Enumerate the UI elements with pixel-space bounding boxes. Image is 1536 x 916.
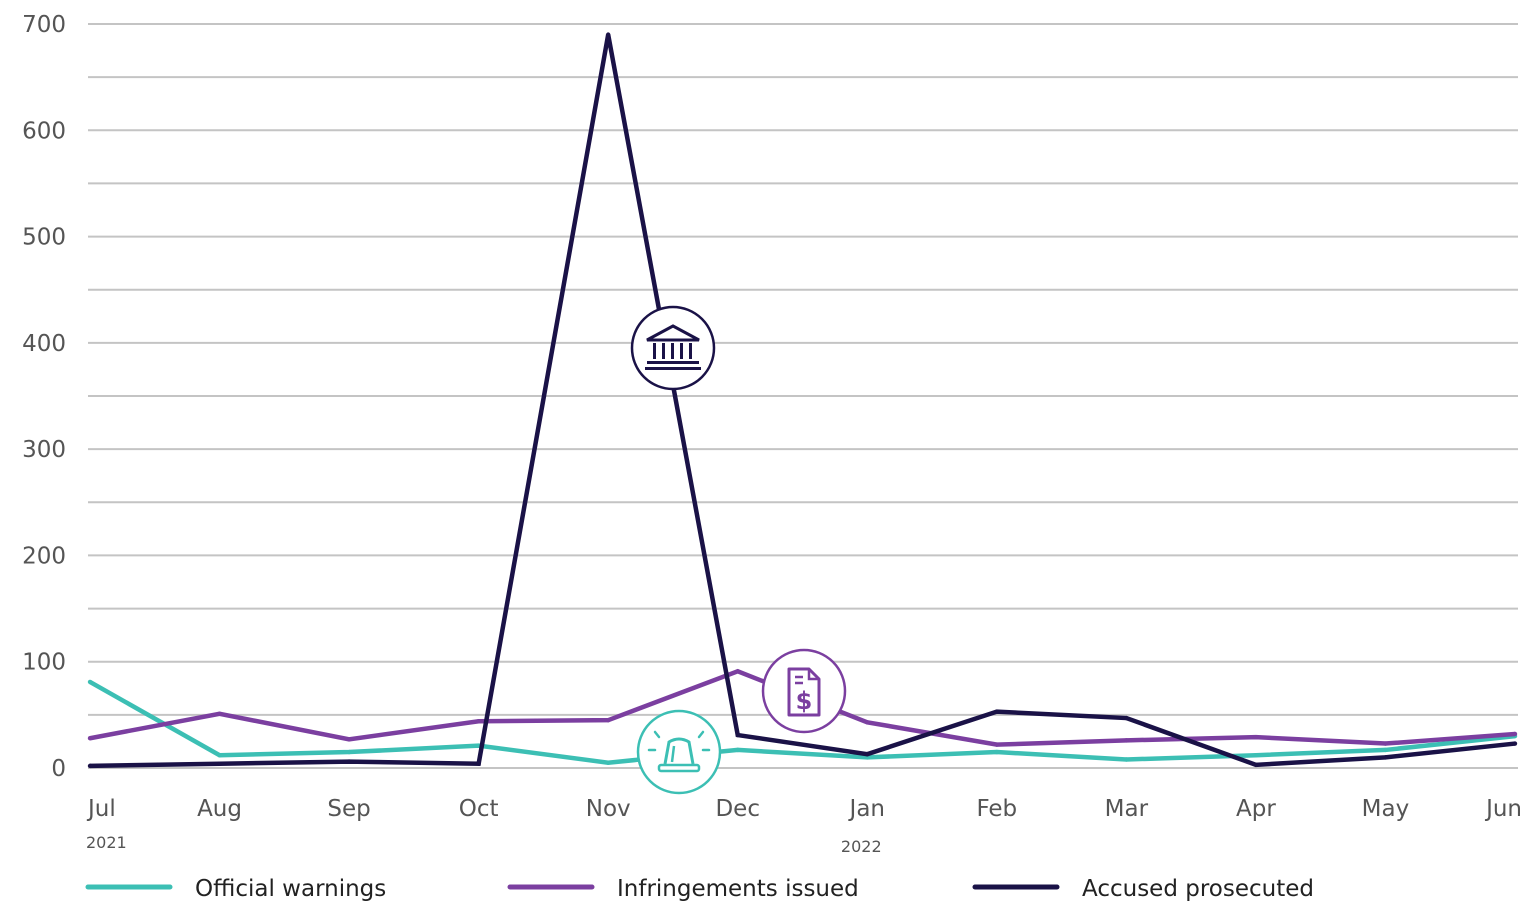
data-point [1383, 747, 1388, 753]
pillar [689, 343, 692, 359]
legend-item: Accused prosecuted [972, 876, 1314, 902]
year-label: 2021 [86, 833, 127, 852]
y-tick-label: 100 [22, 650, 66, 676]
x-tick-label: Aug [197, 796, 242, 822]
x-tick-label: May [1362, 796, 1410, 822]
series-line-accused-prosecuted [89, 34, 1516, 769]
x-tick-label: Oct [459, 796, 499, 822]
data-point [865, 720, 870, 725]
roof [646, 324, 700, 342]
data-point [1124, 738, 1129, 743]
legend-label: Accused prosecuted [1082, 876, 1314, 902]
data-point [87, 763, 93, 769]
data-point [217, 761, 222, 766]
data-point [346, 759, 352, 764]
fold [807, 669, 819, 681]
x-axis-ticks: Jul Aug Sep Oct Nov Dec Jan Feb Mar Apr May Jun 2021… [86, 796, 1522, 856]
data-point [217, 753, 222, 758]
light-base [657, 763, 701, 773]
ray [697, 730, 705, 739]
x-tick-label: Jun [1484, 796, 1522, 822]
data-point [476, 761, 481, 766]
ray [653, 730, 661, 739]
data-point [346, 737, 352, 742]
legend-label: Official warnings [195, 876, 386, 902]
series-icons: $ [630, 305, 847, 795]
data-point [735, 669, 740, 674]
invoice-dollar-icon: $ [761, 648, 847, 734]
data-point [865, 751, 870, 757]
x-tick-label: Apr [1236, 796, 1276, 822]
x-tick-label: Dec [715, 796, 760, 822]
icon-badge [636, 709, 722, 795]
siren-icon [636, 709, 722, 795]
document [787, 667, 821, 717]
data-point [1253, 753, 1259, 758]
data-point [735, 732, 740, 738]
data-point [1124, 715, 1129, 721]
data-point [346, 749, 352, 755]
shine [670, 745, 676, 763]
data-point [994, 742, 1000, 747]
data-point [1253, 734, 1259, 740]
y-tick-label: 200 [22, 543, 66, 569]
data-point [605, 32, 611, 37]
gridlines [88, 23, 1518, 769]
x-tick-label: Jan [848, 796, 885, 822]
x-tick-label: Feb [976, 796, 1017, 822]
base [645, 367, 701, 370]
x-tick-label: Mar [1105, 796, 1149, 822]
pillar [653, 343, 656, 359]
data-point [1383, 741, 1388, 746]
icon-badge [761, 648, 847, 734]
data-point [994, 709, 1000, 714]
y-tick-label: 0 [51, 756, 66, 782]
legend-item: Infringements issued [507, 876, 859, 902]
y-axis-ticks: 0 100 200 300 400 500 600 700 [22, 12, 66, 782]
data-point [735, 747, 740, 753]
series-line-official-warnings [88, 679, 1516, 765]
data-point [1124, 757, 1129, 762]
data-point [994, 749, 1000, 755]
year-label: 2022 [841, 837, 882, 856]
base [647, 361, 699, 364]
x-tick-label: Jul [86, 796, 116, 822]
data-point [87, 736, 93, 741]
data-point [1253, 762, 1259, 768]
legend: Official warnings Infringements issued Acc… [85, 876, 1314, 902]
y-tick-label: 600 [22, 118, 66, 144]
data-point [1512, 741, 1518, 746]
light-dome [663, 737, 695, 765]
y-tick-label: 400 [22, 331, 66, 357]
data-point [87, 679, 93, 685]
legend-label: Infringements issued [617, 876, 859, 902]
data-point [1512, 731, 1518, 737]
dollar-sign: $ [796, 687, 813, 715]
legend-item: Official warnings [85, 876, 386, 902]
pillar [662, 343, 665, 359]
data-point [217, 711, 222, 716]
x-tick-label: Sep [327, 796, 370, 822]
pillar [680, 343, 683, 359]
y-tick-label: 700 [22, 12, 66, 38]
data-point [605, 760, 611, 765]
y-tick-label: 500 [22, 225, 66, 251]
courthouse-icon [630, 305, 716, 391]
pillar [671, 343, 674, 359]
data-point [1383, 755, 1388, 760]
y-tick-label: 300 [22, 437, 66, 463]
data-point [476, 719, 481, 724]
x-tick-label: Nov [586, 796, 631, 822]
data-point [605, 717, 611, 723]
